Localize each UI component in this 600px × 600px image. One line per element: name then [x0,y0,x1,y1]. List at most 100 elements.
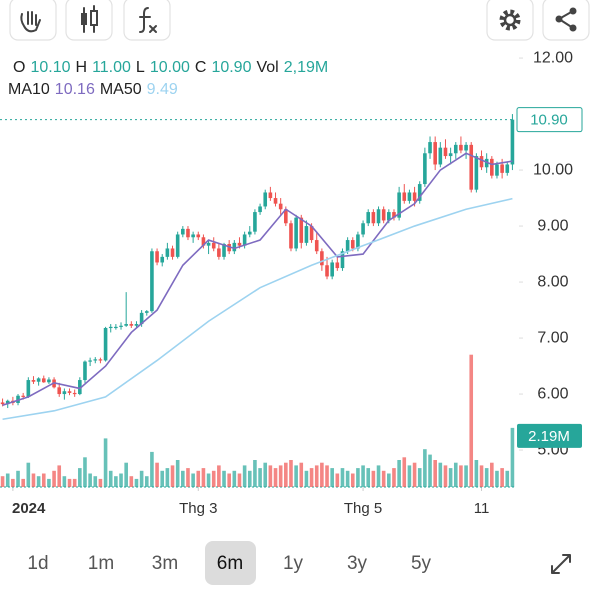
volume-bar [222,470,226,487]
volume-bar [201,468,206,487]
volume-bar [453,462,458,487]
indicator-line: MA10 10.16 MA50 9.49 [8,81,178,98]
gear-icon-inner [503,13,517,27]
candle-body [139,312,144,325]
candle-body [206,242,211,246]
ohlc-value: 2,19M [284,59,328,76]
timeframe-option[interactable]: 3y [347,553,368,574]
candle-body [381,209,386,221]
y-tick-label: 12.00 [533,49,573,66]
volume-bar [227,473,231,487]
volume-bar [474,460,479,487]
ohlc-key: Vol [256,59,278,76]
y-tick-label: 10.00 [533,161,573,178]
candle-type-button[interactable] [65,0,113,41]
volume-bar [490,462,494,487]
y-tick-label: 6.00 [537,385,568,402]
indicator-name: MA10 [8,81,50,98]
candle-body [26,380,31,397]
candle-body [88,360,92,362]
timeframe-option[interactable]: 1d [27,553,48,574]
candle-body [78,380,82,395]
volume-bar [155,462,159,487]
candle-body [119,325,123,327]
volume-bar [443,465,448,487]
volume-bar [469,354,474,487]
candle-body [160,256,165,263]
candle-body [309,226,314,241]
last-price-label: 10.90 [530,112,568,129]
volume-bar [165,468,170,487]
candle-body [505,164,510,173]
candle-body [459,144,463,151]
y-tick-label: 7.00 [537,329,568,346]
volume-bar [309,468,314,487]
volume-bar [464,465,468,487]
volume-bar [392,468,396,487]
candle-body [273,198,278,204]
volume-bar [299,462,304,487]
candle-body [237,242,242,246]
candle-body [330,262,334,277]
share-button[interactable] [542,0,590,41]
share-icon-dot [569,24,577,32]
candle-body [314,240,319,252]
candle-body [0,402,5,405]
volume-bar [335,473,340,487]
volume-bar [0,476,5,487]
candle-body [41,378,46,383]
x-tick-label: Thg 5 [344,500,382,517]
candle-body [284,209,288,224]
ohlc-header: O 10.10 H 11.00 L 10.00 C 10.90 Vol 2,19M MA10 10.1… [8,59,328,98]
timeframe-option[interactable]: 5y [411,553,432,574]
candle-body [114,326,118,329]
candle-body [201,237,206,246]
volume-bar [330,468,334,487]
candle-body [392,212,396,218]
candle-body [412,192,417,201]
volume-bar [428,454,432,487]
fx-icon [139,7,157,33]
x-tick-label: 2024 [12,500,46,517]
volume-bar [397,460,401,487]
candle-body [62,391,67,395]
x-tick-label: Thg 3 [179,500,217,517]
ohlc-key: L [136,59,145,76]
timeframe-option[interactable]: 3m [152,553,178,574]
volume-bar [175,460,180,487]
candle-body [196,234,201,238]
volume-bar [144,476,149,487]
volume-bar [484,468,489,487]
expand-icon[interactable] [551,554,571,574]
candle-body [170,248,175,257]
timeframe-option[interactable]: 1m [88,553,114,574]
selected-timeframe-bg [205,541,256,585]
candle-body [433,142,437,165]
ma-line [2,152,513,407]
volume-bar [232,470,237,487]
candle-body [423,153,427,185]
candle-body [5,400,10,405]
volume-bar [505,470,510,487]
candle-body [211,242,216,249]
volume-bar [381,470,386,487]
timeframe-option[interactable]: 6m [217,553,243,574]
volume-bar [278,465,283,487]
timeframe-option[interactable]: 1y [283,553,304,574]
volume-bar [16,470,20,487]
volume-bar [325,465,329,487]
volume-bar [438,462,443,487]
ohlc-value: 10.00 [150,59,190,76]
y-tick-label: 9.00 [537,217,568,234]
candle-body [340,251,345,269]
ohlc-key: O [13,59,25,76]
candle-body [438,147,443,165]
volume-bar [88,473,92,487]
volume-bar [217,465,221,487]
settings-button[interactable] [486,0,534,41]
candle-body [474,156,479,190]
candle-body [294,217,298,249]
volume-bar [78,468,82,487]
indicator-button[interactable] [123,0,171,41]
candle-body [47,379,51,383]
